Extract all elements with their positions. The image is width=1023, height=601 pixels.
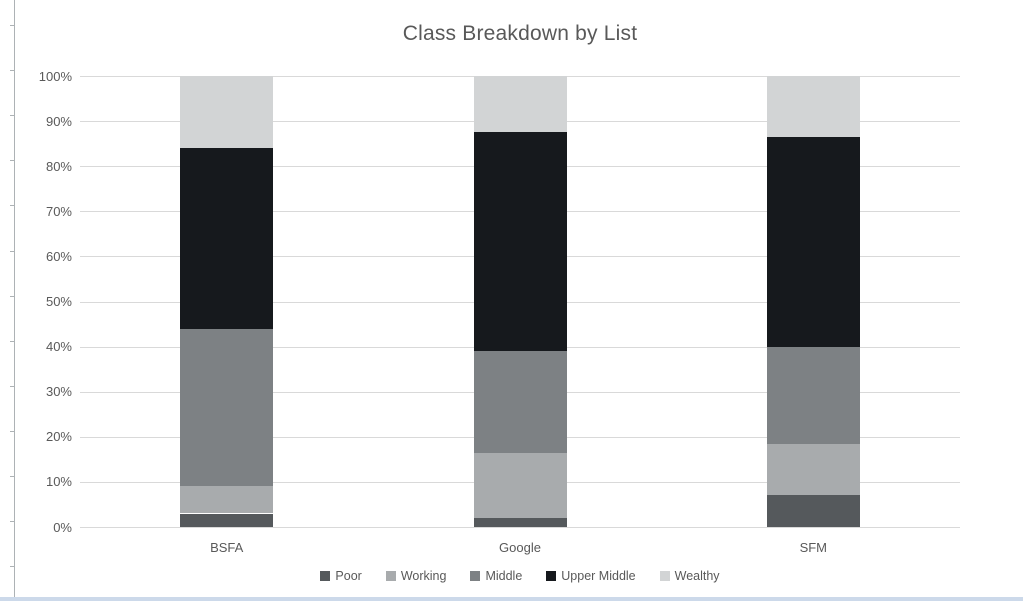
page-bottom-rule (0, 597, 1023, 601)
y-axis-tick-label: 60% (45, 248, 72, 264)
y-axis-tick-label: 40% (45, 339, 72, 355)
legend-label: Working (400, 569, 447, 583)
x-axis-category-label: BSFA (210, 540, 244, 555)
legend-item: Upper Middle (546, 569, 636, 583)
page-rule-tick (10, 160, 14, 162)
y-axis-tick-label: 100% (38, 68, 72, 84)
bar-segment-working (180, 486, 274, 514)
page-left-rule (14, 0, 15, 601)
gridline (80, 527, 960, 528)
page-rule-tick (10, 566, 14, 568)
page-rule-tick (10, 25, 14, 26)
page-rule-tick (10, 295, 14, 297)
bar-segment-wealthy (473, 76, 567, 133)
y-axis-tick-label: 70% (45, 203, 72, 219)
page-rule-tick (10, 340, 14, 342)
legend-label: Upper Middle (561, 569, 636, 583)
bar-segment-working (473, 452, 567, 518)
legend-label: Poor (335, 569, 362, 583)
page-rule-tick (10, 385, 14, 387)
legend-swatch-icon (546, 571, 557, 581)
bar-segment-upper-middle (473, 132, 567, 352)
bar-segment-upper-middle (766, 136, 860, 347)
bar-segment-poor (766, 495, 860, 527)
page-rule-tick (10, 250, 14, 252)
bar-segment-middle (766, 346, 860, 444)
legend-item: Wealthy (659, 569, 720, 583)
legend: Poor Working Middle Upper Middle Wealthy (80, 569, 960, 583)
legend-label: Middle (485, 569, 523, 583)
legend-swatch-icon (470, 571, 481, 581)
page-rule-tick (10, 70, 14, 72)
y-axis-tick-label: 20% (45, 429, 72, 445)
bar-segment-middle (180, 328, 274, 487)
page-rule-tick (10, 476, 14, 477)
y-axis-tick-label: 90% (45, 113, 72, 129)
y-axis-tick-label: 10% (45, 474, 72, 490)
bar-segment-poor (180, 513, 274, 527)
x-axis-category-label: Google (499, 540, 541, 555)
legend-swatch-icon (385, 571, 396, 581)
legend-item: Poor (320, 569, 362, 583)
page-rule-tick (10, 115, 14, 117)
x-axis-category-label: SFM (799, 540, 828, 555)
chart-title: Class Breakdown by List (402, 22, 638, 45)
bar-segment-poor (473, 518, 567, 527)
page-rule-tick (10, 430, 14, 432)
legend-swatch-icon (320, 571, 331, 581)
y-axis-tick-label: 80% (45, 158, 72, 174)
bar-segment-wealthy (766, 76, 860, 137)
bar-segment-working (766, 443, 860, 496)
legend-item: Working (385, 569, 447, 583)
bar-segment-wealthy (180, 76, 274, 149)
legend-item: Middle (470, 569, 522, 583)
page-rule-tick (10, 521, 14, 523)
bar-segment-middle (473, 351, 567, 453)
y-axis-tick-label: 50% (45, 294, 72, 309)
bar-segment-upper-middle (180, 148, 274, 329)
page-rule-tick (10, 205, 14, 207)
legend-label: Wealthy (674, 569, 720, 583)
y-axis-tick-label: 30% (45, 384, 72, 400)
y-axis-tick-label: 0% (53, 519, 72, 535)
legend-swatch-icon (659, 571, 670, 581)
